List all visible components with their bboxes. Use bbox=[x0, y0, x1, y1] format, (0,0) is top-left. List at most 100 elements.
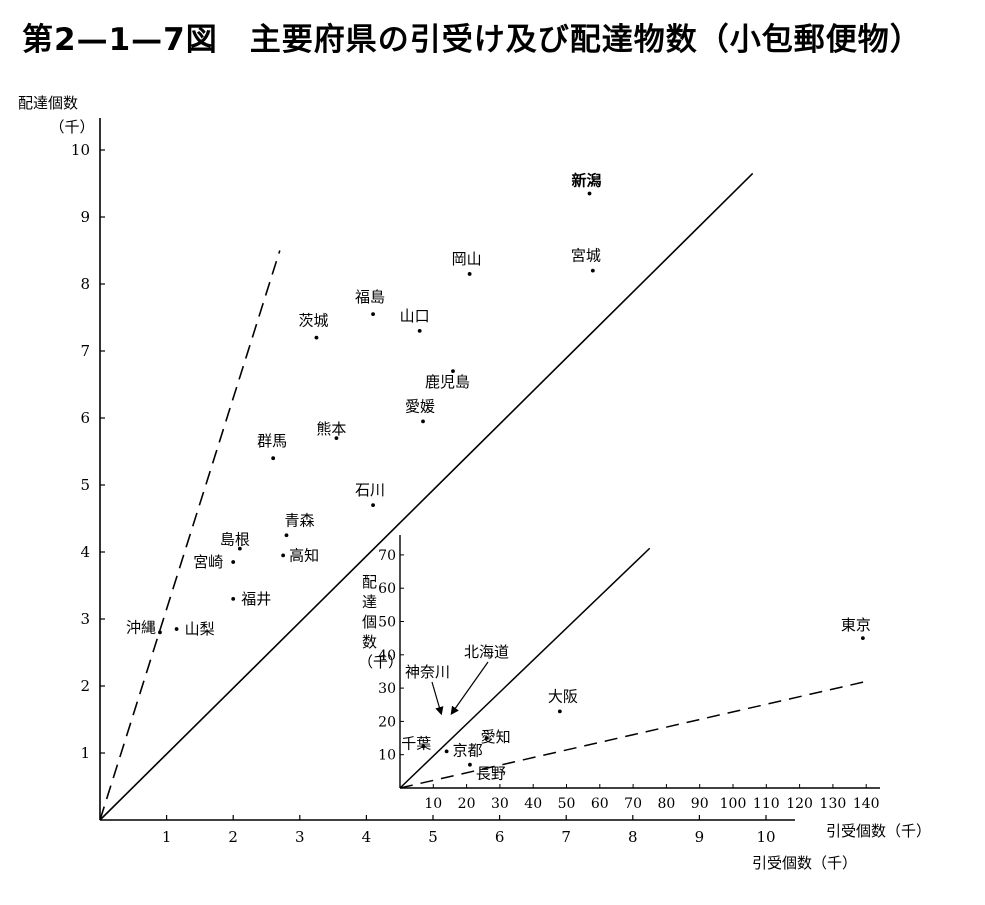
main-point-label: 沖縄 bbox=[126, 618, 156, 636]
inset-y-axis-label-part: 個 bbox=[362, 613, 377, 631]
main-point-label: 山口 bbox=[400, 307, 430, 325]
main-point bbox=[231, 597, 236, 601]
main-point-label: 宮城 bbox=[571, 247, 601, 265]
main-x-tick-label: 10 bbox=[756, 828, 775, 846]
main-point-label: 島根 bbox=[220, 531, 250, 549]
inset-reference-lines bbox=[399, 547, 867, 789]
main-point-label: 群馬 bbox=[257, 432, 287, 450]
inset-y-tick-label: 30 bbox=[378, 681, 396, 697]
main-point bbox=[451, 369, 455, 373]
main-point-label: 愛媛 bbox=[405, 397, 435, 415]
main-x-tick-label: 3 bbox=[295, 828, 305, 846]
main-y-tick-label: 10 bbox=[71, 141, 90, 159]
inset-x-tick-label: 120 bbox=[786, 796, 813, 812]
main-x-tick-label: 9 bbox=[695, 828, 705, 846]
inset-y-tick-label: 10 bbox=[378, 748, 396, 764]
main-y-tick-label: 5 bbox=[80, 476, 90, 494]
inset-y-tick-label: 50 bbox=[378, 615, 396, 631]
inset-point-label: 東京 bbox=[841, 616, 871, 634]
main-point bbox=[158, 630, 162, 635]
main-reference-line-solid bbox=[99, 172, 754, 821]
inset-x-tick-label: 100 bbox=[720, 796, 747, 812]
main-y-tick-label: 4 bbox=[80, 543, 90, 561]
main-y-tick-label: 3 bbox=[80, 610, 90, 628]
main-y-tick-label: 2 bbox=[80, 677, 90, 695]
main-point-label: 福井 bbox=[241, 590, 271, 608]
inset-y-tick-label: 20 bbox=[378, 714, 396, 730]
inset-point bbox=[860, 636, 865, 641]
inset-point bbox=[421, 744, 426, 749]
inset-point bbox=[557, 709, 562, 714]
inset-x-tick-label: 20 bbox=[458, 796, 476, 812]
inset-x-axis-label: 引受個数（千） bbox=[826, 822, 931, 840]
inset-x-tick-label: 70 bbox=[624, 796, 642, 812]
main-point-label: 山梨 bbox=[185, 620, 215, 638]
inset-x-tick-label: 110 bbox=[753, 796, 780, 812]
main-y-tick-label: 7 bbox=[80, 342, 90, 360]
main-point-label: 岡山 bbox=[452, 250, 482, 268]
inset-point bbox=[484, 736, 489, 740]
main-point bbox=[284, 533, 289, 538]
main-y-axis-label-line2: （千） bbox=[49, 118, 94, 136]
main-point bbox=[314, 335, 319, 340]
inset-y-tick-label: 60 bbox=[378, 581, 396, 597]
main-point bbox=[231, 560, 236, 564]
main-point bbox=[421, 419, 425, 424]
main-point bbox=[587, 191, 592, 196]
main-x-tick-label: 5 bbox=[428, 828, 438, 846]
inset-arrow bbox=[431, 681, 444, 716]
main-y-tick-label: 1 bbox=[80, 744, 90, 762]
main-point-label: 茨城 bbox=[298, 312, 328, 330]
inset-y-tick-label: 40 bbox=[378, 648, 396, 664]
main-point bbox=[590, 268, 595, 273]
main-point-label: 熊本 bbox=[316, 420, 346, 438]
main-y-tick-label: 8 bbox=[80, 275, 90, 293]
inset-x-tick-label: 10 bbox=[424, 796, 442, 812]
main-point-label: 鹿児島 bbox=[425, 373, 470, 391]
inset-point-label: 千葉 bbox=[401, 734, 431, 752]
inset-point-label: 長野 bbox=[476, 765, 506, 783]
main-point-label: 高知 bbox=[289, 546, 319, 564]
main-x-tick-label: 7 bbox=[561, 828, 571, 846]
inset-y-axis-label-part: （千） bbox=[358, 653, 403, 671]
main-point bbox=[237, 546, 242, 551]
main-point bbox=[271, 456, 276, 461]
inset-arrow-label: 北海道 bbox=[464, 643, 509, 661]
main-point bbox=[281, 553, 286, 558]
main-point-label: 福島 bbox=[355, 288, 385, 306]
main-reference-lines bbox=[99, 172, 754, 821]
inset-x-tick-label: 50 bbox=[558, 796, 576, 812]
main-point-label: 石川 bbox=[355, 481, 385, 499]
chart-title: 第2—1—7図 主要府県の引受け及び配達物数（小包郵便物） bbox=[22, 22, 922, 58]
inset-x-tick-label: 60 bbox=[591, 796, 609, 812]
main-point bbox=[371, 503, 375, 507]
main-x-tick-label: 8 bbox=[628, 828, 638, 846]
inset-reference-line-solid bbox=[399, 547, 651, 789]
inset-x-tick-label: 30 bbox=[491, 796, 509, 812]
main-reference-line-dashed bbox=[99, 250, 281, 821]
inset-x-tick-label: 90 bbox=[691, 796, 709, 812]
main-point-label: 宮崎 bbox=[193, 553, 223, 571]
main-point bbox=[417, 329, 422, 333]
inset-reference-line-dashed bbox=[399, 680, 867, 789]
inset-y-axis-label-part: 数 bbox=[362, 633, 377, 651]
inset-point bbox=[444, 749, 449, 754]
main-x-tick-label: 2 bbox=[228, 828, 238, 846]
inset-x-tick-label: 130 bbox=[820, 796, 847, 812]
inset-arrow bbox=[450, 661, 489, 715]
main-x-axis-label: 引受個数（千） bbox=[752, 854, 857, 872]
main-point-label: 新潟 bbox=[572, 172, 602, 190]
main-x-tick-label: 6 bbox=[495, 828, 505, 846]
inset-y-tick-label: 70 bbox=[378, 548, 396, 564]
inset-x-tick-label: 140 bbox=[853, 796, 880, 812]
inset-x-tick-label: 40 bbox=[524, 796, 542, 812]
main-point-label: 青森 bbox=[284, 511, 314, 529]
inset-y-axis-label-part: 配 bbox=[362, 573, 377, 591]
inset-arrow-label: 神奈川 bbox=[405, 663, 450, 681]
inset-point-label: 京都 bbox=[453, 741, 483, 759]
inset-x-tick-label: 80 bbox=[657, 796, 675, 812]
main-point bbox=[174, 627, 179, 631]
main-y-tick-label: 6 bbox=[80, 409, 90, 427]
